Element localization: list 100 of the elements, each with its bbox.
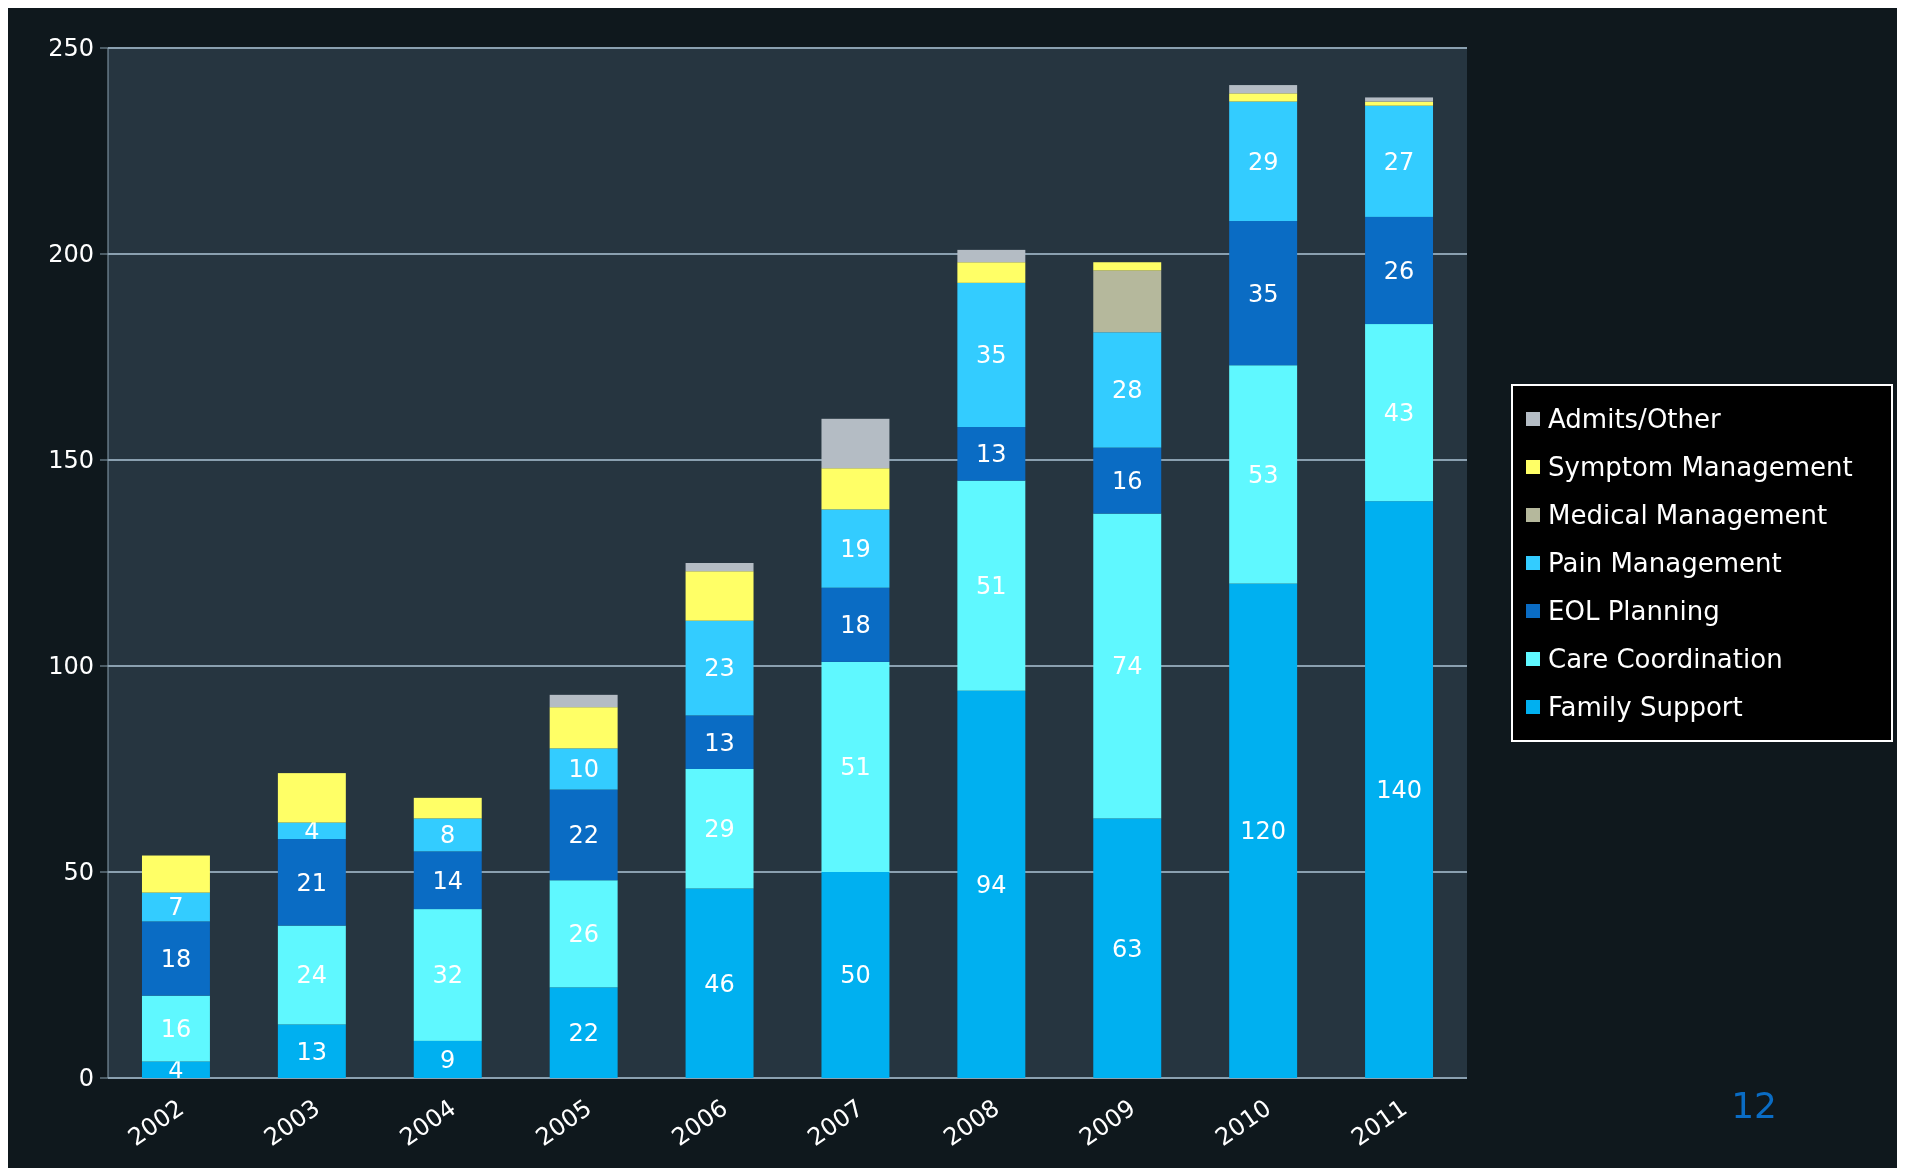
data-label: 13 (296, 1037, 328, 1066)
bar (685, 888, 754, 1078)
y-tick-label: 150 (48, 446, 94, 475)
bar (821, 587, 890, 662)
bar (1365, 324, 1434, 502)
bar (685, 620, 754, 716)
data-label: 140 (1376, 776, 1422, 804)
data-label: 4 (304, 817, 320, 846)
bar (1229, 583, 1298, 1078)
y-tick-label: 100 (48, 652, 94, 681)
bar (957, 262, 1026, 283)
legend-label: Medical Management (1548, 500, 1828, 531)
legend-label: Care Coordination (1548, 644, 1783, 675)
bar (141, 921, 210, 996)
bar (549, 789, 618, 881)
bar (277, 925, 346, 1025)
legend-label: Symptom Management (1548, 452, 1853, 483)
data-label: 16 (1111, 467, 1143, 495)
data-label: 13 (976, 440, 1007, 469)
bar (957, 427, 1026, 481)
bar (1365, 501, 1434, 1078)
bar (1365, 105, 1434, 217)
bar (549, 748, 618, 790)
legend-label: Admits/Other (1548, 404, 1722, 435)
bar (1093, 262, 1162, 271)
bar (1365, 97, 1434, 102)
bar (1093, 332, 1162, 448)
bar (413, 1040, 482, 1078)
bar (277, 1024, 346, 1078)
y-tick-label: 250 (48, 34, 94, 63)
bar (821, 661, 890, 872)
data-label: 120 (1240, 817, 1287, 846)
bar (277, 773, 346, 823)
bar (413, 797, 482, 819)
data-label: 19 (840, 534, 871, 563)
data-label: 9 (440, 1045, 456, 1074)
bar (549, 694, 618, 708)
data-label: 24 (296, 961, 328, 990)
data-label: 29 (704, 815, 735, 844)
bar (141, 855, 210, 893)
data-label: 7 (168, 893, 184, 922)
data-label: 8 (440, 821, 456, 850)
data-label: 53 (1247, 460, 1279, 489)
bar (957, 690, 1026, 1078)
bar (821, 872, 890, 1078)
y-tick-label: 200 (48, 240, 94, 269)
data-label: 51 (976, 572, 1007, 601)
bar (1229, 365, 1298, 584)
bar (821, 418, 890, 469)
bar (821, 509, 890, 588)
text: 12 (1731, 1085, 1777, 1126)
bar (685, 563, 754, 572)
data-label: 63 (1111, 934, 1143, 963)
bar (1229, 221, 1298, 366)
data-label: 29 (1247, 147, 1279, 176)
bar (277, 839, 346, 926)
bar (413, 851, 482, 910)
bar (413, 909, 482, 1041)
data-label: 51 (840, 753, 871, 782)
y-tick-label: 0 (78, 1064, 94, 1093)
bar (1093, 447, 1162, 514)
bar (1365, 101, 1434, 106)
data-label: 74 (1111, 652, 1143, 681)
data-label: 16 (160, 1014, 192, 1043)
bar (685, 769, 754, 889)
data-label: 94 (976, 870, 1007, 899)
bar (685, 715, 754, 769)
bar (1093, 818, 1162, 1078)
data-label: 50 (840, 961, 871, 990)
data-label: 35 (1247, 279, 1279, 308)
data-label: 13 (704, 728, 735, 757)
data-label: 21 (296, 868, 328, 897)
bar (413, 818, 482, 852)
data-label: 26 (568, 920, 599, 949)
data-label: 10 (568, 755, 599, 784)
bar (957, 282, 1026, 428)
bar (1093, 513, 1162, 819)
data-label: 18 (840, 611, 871, 640)
bar (821, 468, 890, 510)
bar (1365, 216, 1434, 325)
data-label: 27 (1383, 147, 1415, 176)
legend-label: Pain Management (1548, 548, 1782, 579)
bar (549, 707, 618, 749)
data-label: 43 (1383, 399, 1415, 428)
data-label: 35 (976, 341, 1007, 370)
y-tick-label: 50 (63, 858, 94, 887)
bar (1093, 270, 1162, 333)
data-label: 32 (432, 961, 464, 990)
data-label: 46 (704, 969, 735, 998)
data-label: 22 (568, 821, 599, 850)
bar (1229, 101, 1298, 222)
bar (957, 480, 1026, 691)
data-label: 18 (160, 944, 192, 973)
data-label: 23 (704, 654, 735, 683)
data-label: 26 (1383, 256, 1415, 285)
bar (685, 571, 754, 621)
bar (141, 892, 210, 922)
legend-label: Family Support (1548, 692, 1743, 723)
data-label: 22 (568, 1019, 599, 1048)
bar (1229, 85, 1298, 94)
